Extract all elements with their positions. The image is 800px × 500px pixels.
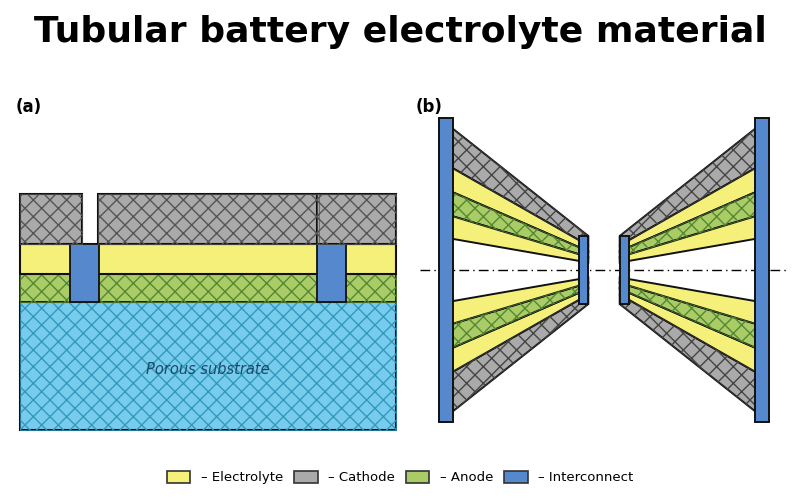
Polygon shape xyxy=(439,288,588,380)
Polygon shape xyxy=(439,160,588,252)
Text: Tubular battery electrolyte material: Tubular battery electrolyte material xyxy=(34,15,766,49)
Polygon shape xyxy=(439,186,588,257)
FancyBboxPatch shape xyxy=(318,194,396,244)
Polygon shape xyxy=(439,118,588,246)
Text: (a): (a) xyxy=(16,98,42,116)
Legend: – Electrolyte, – Cathode, – Anode, – Interconnect: – Electrolyte, – Cathode, – Anode, – Int… xyxy=(162,466,638,488)
FancyBboxPatch shape xyxy=(755,118,769,422)
FancyBboxPatch shape xyxy=(70,244,99,302)
Polygon shape xyxy=(620,186,769,257)
Polygon shape xyxy=(439,283,588,354)
FancyBboxPatch shape xyxy=(318,244,346,302)
FancyBboxPatch shape xyxy=(20,274,82,302)
Polygon shape xyxy=(620,278,769,328)
FancyBboxPatch shape xyxy=(620,236,630,304)
Polygon shape xyxy=(620,160,769,252)
Polygon shape xyxy=(620,283,769,354)
FancyBboxPatch shape xyxy=(578,236,588,304)
FancyBboxPatch shape xyxy=(334,274,396,302)
Polygon shape xyxy=(439,212,588,262)
Text: (b): (b) xyxy=(416,98,442,116)
Text: Porous substrate: Porous substrate xyxy=(146,362,270,378)
Polygon shape xyxy=(439,278,588,328)
Polygon shape xyxy=(620,212,769,262)
Polygon shape xyxy=(620,118,769,246)
Polygon shape xyxy=(439,294,588,422)
FancyBboxPatch shape xyxy=(98,274,318,302)
FancyBboxPatch shape xyxy=(98,194,318,244)
FancyBboxPatch shape xyxy=(20,244,396,274)
Polygon shape xyxy=(620,294,769,422)
FancyBboxPatch shape xyxy=(439,118,453,422)
FancyBboxPatch shape xyxy=(20,302,396,430)
Polygon shape xyxy=(620,288,769,380)
FancyBboxPatch shape xyxy=(20,194,82,244)
